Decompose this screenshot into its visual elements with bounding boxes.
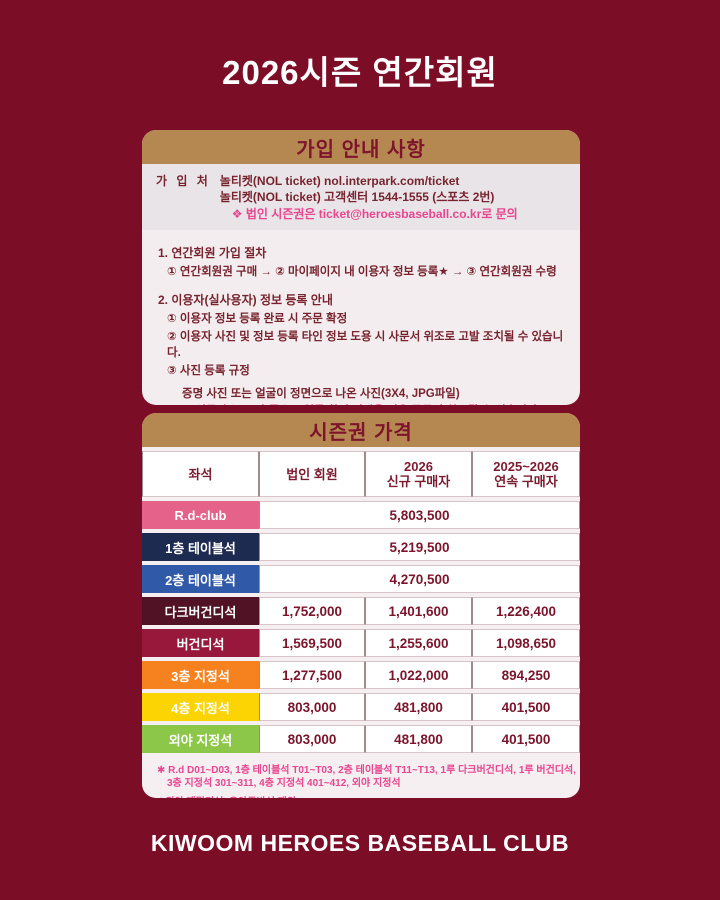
seat-label: 3층 지정석 [142,661,259,689]
table-row: 다크버건디석 1,752,000 1,401,600 1,226,400 [142,597,580,625]
table-row: 1층 테이블석 5,219,500 [142,533,580,561]
price-cell: 401,500 [472,725,580,753]
corporate-ticket-note: ❖ 법인 시즌권은 ticket@heroesbaseball.co.kr로 문… [231,207,518,221]
table-row: 2층 테이블석 4,270,500 [142,565,580,593]
price-cell: 1,255,600 [365,629,472,657]
price-cell: 894,250 [472,661,580,689]
price-cell: 5,803,500 [259,501,580,529]
price-cell: 1,226,400 [472,597,580,625]
purchase-place-block: 가 입 처 놀티켓(NOL ticket) nol.interpark.com/… [142,164,580,230]
seat-label: 버건디석 [142,629,259,657]
table-row: 4층 지정석 803,000 481,800 401,500 [142,693,580,721]
col-header-renewal-buyer: 2025~2026 연속 구매자 [472,451,580,497]
seat-label: 다크버건디석 [142,597,259,625]
price-cell: 5,219,500 [259,533,580,561]
price-cell: 1,752,000 [259,597,365,625]
table-row: 버건디석 1,569,500 1,255,600 1,098,650 [142,629,580,657]
price-cell: 1,401,600 [365,597,472,625]
section2-line3: ③ 사진 등록 규정 [167,365,250,377]
table-row: 3층 지정석 1,277,500 1,022,000 894,250 [142,661,580,689]
club-name-footer: KIWOOM HEROES BASEBALL CLUB [150,830,570,856]
table-row: R.d-club 5,803,500 [142,501,580,529]
purchase-place-label: 가 입 처 [156,174,211,188]
price-cell: 401,500 [472,693,580,721]
section2-line2: ② 이용자 사진 및 정보 등록 타인 정보 도용 시 사문서 위조로 고발 조… [167,331,564,359]
price-cell: 481,800 [365,693,472,721]
table-row: 외야 지정석 803,000 481,800 401,500 [142,725,580,753]
price-cell: 481,800 [365,725,472,753]
seat-label: 2층 테이블석 [142,565,259,593]
photo-rule-line: 증명 사진 또는 얼굴이 정면으로 나온 사진(3X4, JPG파일) [182,387,460,400]
section1-title: 1. 연간회원 가입 절차 [158,246,267,260]
price-table: 좌석 법인 회원 2026 신규 구매자 2025~2026 연속 구매자 R.… [142,447,580,757]
signup-panel-body: 1. 연간회원 가입 절차 ① 연간회원권 구매 → ② 마이페이지 내 이용자… [142,230,580,405]
col-header-new-buyer: 2026 신규 구매자 [365,451,472,497]
signup-panel-header: 가입 안내 사항 [142,130,580,164]
price-cell: 1,277,500 [259,661,365,689]
price-footnotes: ✱ R.d D01~D03, 1층 테이블석 T01~T03, 2층 테이블석 … [157,764,580,798]
price-panel-header: 시즌권 가격 [142,413,580,447]
photo-warning-1: ❖ 선글라스, 모자 등으로 얼굴 확인 어려울 경우 주문이 취소될 수 있습… [182,404,566,405]
price-cell: 4,270,500 [259,565,580,593]
footnote-excluded-seats: ✱외야 패밀리석, 유아동반석 제외 [157,796,580,798]
price-cell: 803,000 [259,725,365,753]
seat-label: 4층 지정석 [142,693,259,721]
footnote-seat-sections-line2: 3층 지정석 301~311, 4층 지정석 401~412, 외야 지정석 [167,778,401,789]
seat-label: R.d-club [142,501,259,529]
section2-title: 2. 이용자(실사용자) 정보 등록 안내 [158,293,333,307]
season-price-panel: 시즌권 가격 좌석 법인 회원 2026 신규 구매자 2025~2026 연속… [142,413,580,798]
purchase-line-callcenter: 놀티켓(NOL ticket) 고객센터 1544-1555 (스포츠 2번) [219,190,495,204]
page-title: 2026시즌 연간회원 [222,54,498,91]
signup-info-panel: 가입 안내 사항 가 입 처 놀티켓(NOL ticket) nol.inter… [142,130,580,405]
section2-line1: ① 이용자 정보 등록 완료 시 주문 확정 [167,312,348,325]
seat-label: 외야 지정석 [142,725,259,753]
section1-step-line: ① 연간회원권 구매 → ② 마이페이지 내 이용자 정보 등록★ → ③ 연간… [167,265,557,278]
purchase-place-lines: 놀티켓(NOL ticket) nol.interpark.com/ticket… [220,173,518,222]
price-table-header-row: 좌석 법인 회원 2026 신규 구매자 2025~2026 연속 구매자 [142,451,580,497]
col-header-corporate: 법인 회원 [259,451,365,497]
seat-label: 1층 테이블석 [142,533,259,561]
col-header-seat: 좌석 [142,451,259,497]
price-cell: 1,098,650 [472,629,580,657]
price-cell: 803,000 [259,693,365,721]
price-cell: 1,569,500 [259,629,365,657]
purchase-line-site: 놀티켓(NOL ticket) nol.interpark.com/ticket [219,174,460,188]
price-cell: 1,022,000 [365,661,472,689]
footnote-seat-sections-line1: ✱ R.d D01~D03, 1층 테이블석 T01~T03, 2층 테이블석 … [157,765,576,776]
